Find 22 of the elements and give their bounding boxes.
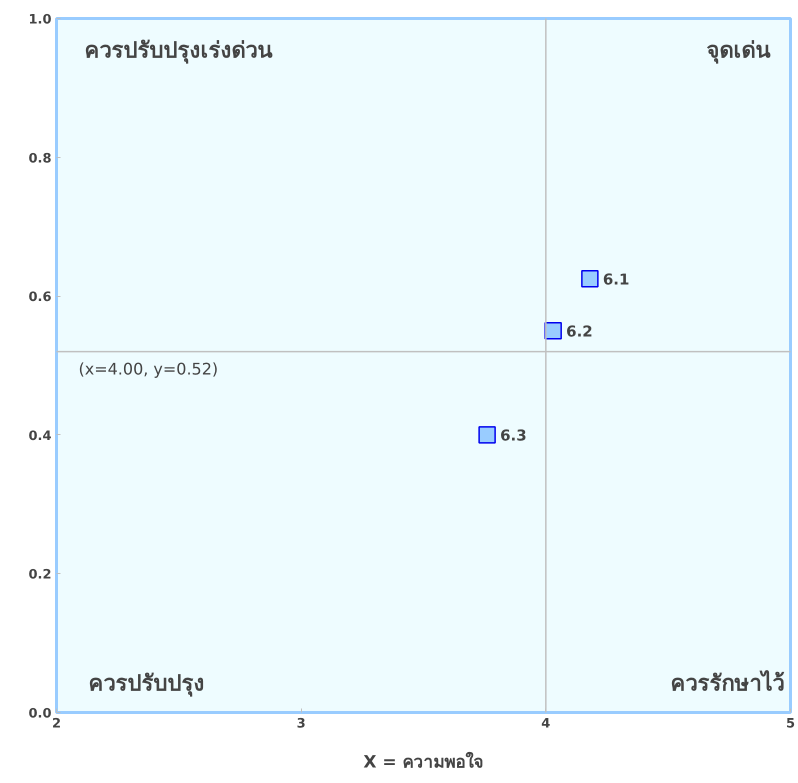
- y-tick-label: 0.6: [28, 290, 52, 306]
- y-tick-label: 0.0: [28, 706, 52, 722]
- y-tick-label: 0.4: [28, 428, 52, 444]
- point: [544, 322, 562, 340]
- x-axis-title: X = ความพอใจ: [363, 752, 484, 772]
- annotation: (x=4.00, y=0.52): [78, 360, 218, 379]
- point: [581, 270, 599, 288]
- annotation: จุดเด่น: [706, 38, 770, 64]
- y-tick-label: 0.8: [28, 151, 52, 166]
- x-tick-label: 2: [52, 716, 62, 732]
- annotation: ควรรักษาไว้: [670, 670, 784, 696]
- x-tick-label: 3: [296, 716, 306, 732]
- y-tick-label: 0.2: [28, 568, 52, 583]
- x-tick-label: 5: [786, 716, 796, 732]
- point: [478, 426, 496, 444]
- annotation: ควรปรับปรุง: [88, 672, 204, 698]
- annotation: 6.1: [602, 270, 630, 288]
- annotation: ควรปรับปรุงเร่งด่วน: [84, 38, 272, 64]
- annotation: 6.3: [500, 426, 527, 444]
- y-tick-label: 1.0: [28, 12, 52, 28]
- x-tick-label: 4: [541, 716, 550, 732]
- annotation: 6.2: [566, 322, 593, 340]
